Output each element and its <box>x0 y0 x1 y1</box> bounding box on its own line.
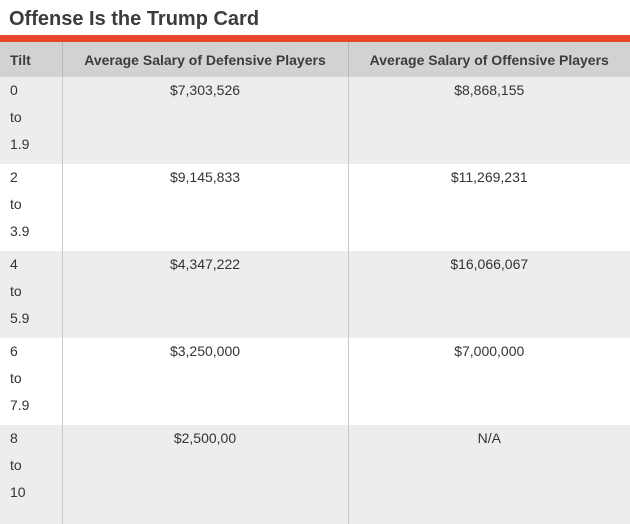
tilt-line: 2 <box>10 169 18 185</box>
defensive-salary-cell: $4,347,222 <box>61 251 348 338</box>
offensive-salary-cell: N/A <box>347 425 630 524</box>
defensive-salary-cell: $3,250,000 <box>61 338 348 425</box>
tilt-line: 0 <box>10 82 18 98</box>
table-header-row: Tilt Average Salary of Defensive Players… <box>0 42 630 77</box>
tilt-line: to <box>10 283 22 299</box>
table-row: 0 to 1.9 $7,303,526 $8,868,155 <box>0 77 630 164</box>
tilt-line: 3.9 <box>10 223 30 239</box>
defensive-salary-cell: $2,500,00 <box>61 425 348 524</box>
tilt-line: to <box>10 370 22 386</box>
defensive-salary-cell: $9,145,833 <box>61 164 348 251</box>
accent-bar <box>0 35 630 42</box>
tilt-cell: 2 to 3.9 <box>0 164 62 251</box>
header-defensive-salary: Average Salary of Defensive Players <box>61 42 348 77</box>
offensive-salary-cell: $8,868,155 <box>347 77 630 164</box>
offensive-salary-cell: $7,000,000 <box>347 338 630 425</box>
tilt-line: 4 <box>10 256 18 272</box>
table-row: 8 to 10 $2,500,00 N/A <box>0 425 630 524</box>
tilt-line: 1.9 <box>10 136 30 152</box>
salary-table: Tilt Average Salary of Defensive Players… <box>0 42 630 524</box>
tilt-line: 5.9 <box>10 310 30 326</box>
tilt-cell: 4 to 5.9 <box>0 251 62 338</box>
tilt-line: to <box>10 109 22 125</box>
tilt-cell: 8 to 10 <box>0 425 62 524</box>
tilt-line: to <box>10 457 22 473</box>
tilt-line: 6 <box>10 343 18 359</box>
header-tilt: Tilt <box>0 42 62 77</box>
tilt-cell: 0 to 1.9 <box>0 77 62 164</box>
tilt-line: 10 <box>10 484 26 500</box>
tilt-line: to <box>10 196 22 212</box>
table-row: 6 to 7.9 $3,250,000 $7,000,000 <box>0 338 630 425</box>
defensive-salary-cell: $7,303,526 <box>61 77 348 164</box>
table-row: 2 to 3.9 $9,145,833 $11,269,231 <box>0 164 630 251</box>
page-title: Offense Is the Trump Card <box>9 8 260 30</box>
tilt-line: 7.9 <box>10 397 30 413</box>
tilt-line: 8 <box>10 430 18 446</box>
tilt-cell: 6 to 7.9 <box>0 338 62 425</box>
offensive-salary-cell: $16,066,067 <box>347 251 630 338</box>
table-row: 4 to 5.9 $4,347,222 $16,066,067 <box>0 251 630 338</box>
offensive-salary-cell: $11,269,231 <box>347 164 630 251</box>
header-offensive-salary: Average Salary of Offensive Players <box>347 42 630 77</box>
